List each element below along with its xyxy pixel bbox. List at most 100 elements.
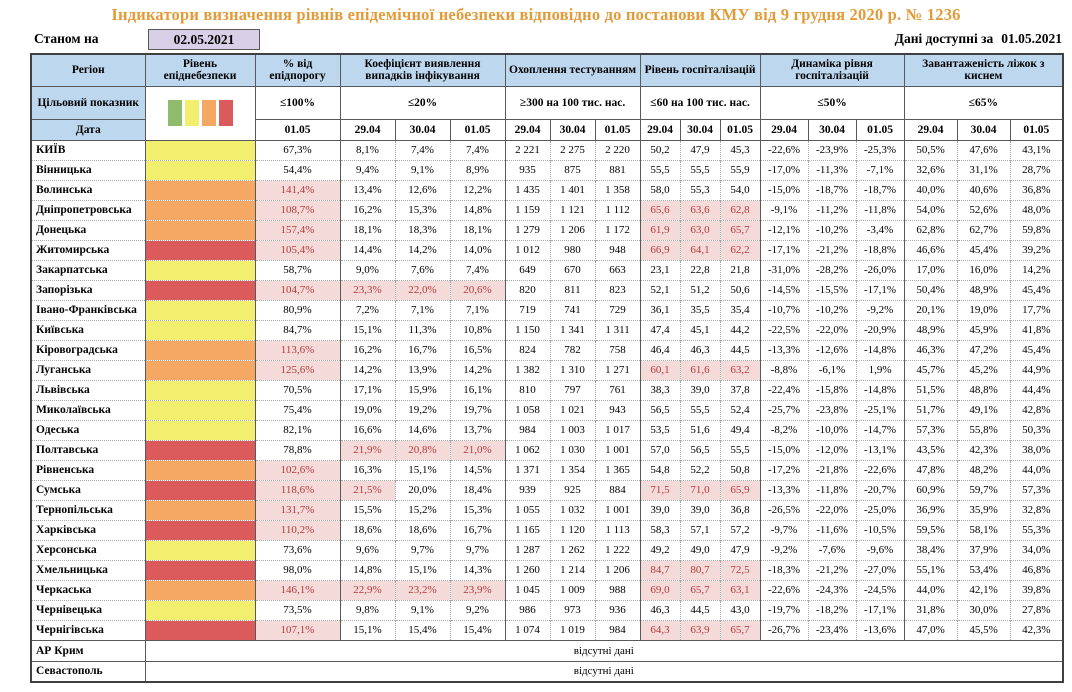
value-cell: -8,2% bbox=[759, 419, 809, 440]
table-row: Вінницька 54,4% 9,4% 9,1% 8,9% 935 875 881 55,5 5… bbox=[31, 159, 1064, 180]
value-cell: 11,3% bbox=[394, 319, 450, 340]
value-cell: -17,1% bbox=[855, 279, 905, 300]
value-cell: 14,6% bbox=[394, 419, 450, 440]
value-cell: 15,1% bbox=[394, 559, 450, 580]
region-name: Чернівецька bbox=[31, 599, 145, 620]
value-cell: 16,2% bbox=[339, 199, 395, 220]
value-cell: 58,0 bbox=[639, 179, 681, 200]
value-cell: -7,6% bbox=[807, 539, 857, 560]
value-cell: 53,5 bbox=[639, 419, 681, 440]
value-cell: 59,8% bbox=[1009, 219, 1064, 240]
value-cell: 56,5 bbox=[639, 399, 681, 420]
value-cell: 44,5 bbox=[679, 599, 721, 620]
epidemic-level-cell bbox=[144, 499, 255, 520]
value-cell: 19,0% bbox=[339, 399, 395, 420]
table-row: Черкаська 146,1% 22,9% 23,2% 23,9% 1 045 1 009… bbox=[31, 579, 1064, 600]
value-cell: 9,7% bbox=[449, 539, 506, 560]
epidemic-level-cell bbox=[144, 199, 255, 220]
date-cell: 01.05 bbox=[1009, 118, 1064, 141]
epidemic-level-cell bbox=[144, 319, 255, 340]
value-cell: 38,0% bbox=[1009, 439, 1064, 460]
value-cell: 52,6% bbox=[956, 199, 1011, 220]
table-row: Івано-Франківська 80,9% 7,2% 7,1% 7,1% 719 741… bbox=[31, 299, 1064, 320]
value-cell: 31,8% bbox=[903, 599, 958, 620]
value-cell: 54,8 bbox=[639, 459, 681, 480]
value-cell: 980 bbox=[549, 239, 596, 260]
as-of-label: Станом на bbox=[34, 31, 99, 46]
region-name: Донецька bbox=[31, 219, 145, 240]
epidemic-level-cell bbox=[144, 519, 255, 540]
value-cell: -14,5% bbox=[759, 279, 809, 300]
region-name: Кіровоградська bbox=[31, 339, 145, 360]
value-cell: 20,8% bbox=[394, 439, 450, 460]
value-cell: 47,9 bbox=[719, 539, 761, 560]
value-cell: 16,5% bbox=[449, 339, 506, 360]
value-cell: -10,5% bbox=[855, 519, 905, 540]
value-cell: 55,8% bbox=[956, 419, 1011, 440]
value-cell: 23,2% bbox=[394, 579, 450, 600]
table-header: Регіон Рівень епіднебезпеки % від епідпо… bbox=[30, 53, 1064, 141]
value-cell: -12,1% bbox=[759, 219, 809, 240]
epidemic-level-cell bbox=[144, 439, 255, 460]
value-cell: 49,2 bbox=[639, 539, 681, 560]
value-cell: -14,7% bbox=[855, 419, 905, 440]
value-cell: 70,5% bbox=[254, 379, 340, 400]
value-cell: -26,0% bbox=[855, 259, 905, 280]
value-cell: 16,2% bbox=[339, 339, 395, 360]
value-cell: 7,1% bbox=[449, 299, 506, 320]
value-cell: 84,7 bbox=[639, 559, 681, 580]
table-row-no-data: Севастополь відсутні дані bbox=[31, 660, 1064, 682]
value-cell: 50,8 bbox=[719, 459, 761, 480]
value-cell: 8,9% bbox=[449, 159, 506, 180]
value-cell: -15,8% bbox=[807, 379, 857, 400]
value-cell: 16,7% bbox=[449, 519, 506, 540]
region-name: Запорізька bbox=[31, 279, 145, 300]
value-cell: 80,9% bbox=[254, 299, 340, 320]
value-cell: -22,4% bbox=[759, 379, 809, 400]
value-cell: 14,2% bbox=[394, 239, 450, 260]
value-cell: 820 bbox=[504, 279, 551, 300]
value-cell: 9,1% bbox=[394, 159, 450, 180]
value-cell: 670 bbox=[549, 259, 596, 280]
value-cell: 1 354 bbox=[549, 459, 596, 480]
value-cell: 57,3% bbox=[903, 419, 958, 440]
value-cell: 46,4 bbox=[639, 339, 681, 360]
value-cell: 38,4% bbox=[903, 539, 958, 560]
region-name: Харківська bbox=[31, 519, 145, 540]
table-row: Сумська 118,6% 21,5% 20,0% 18,4% 939 925 884 71,… bbox=[31, 479, 1064, 500]
value-cell: 44,0% bbox=[903, 579, 958, 600]
value-cell: 44,9% bbox=[1009, 359, 1064, 380]
value-cell: 28,7% bbox=[1009, 159, 1064, 180]
epidemic-level-cell bbox=[144, 219, 255, 240]
value-cell: 57,2 bbox=[719, 519, 761, 540]
value-cell: 64,1 bbox=[679, 239, 721, 260]
value-cell: 48,0% bbox=[1009, 199, 1064, 220]
epidemic-level-cell bbox=[144, 599, 255, 620]
target-hosp: ≤60 на 100 тис. нас. bbox=[639, 85, 761, 120]
value-cell: 973 bbox=[549, 599, 596, 620]
epidemic-level-cell bbox=[144, 379, 255, 400]
value-cell: 102,6% bbox=[254, 459, 340, 480]
value-cell: 32,8% bbox=[1009, 499, 1064, 520]
value-cell: -14,8% bbox=[855, 339, 905, 360]
value-cell: 14,3% bbox=[449, 559, 506, 580]
value-cell: 1 003 bbox=[549, 419, 596, 440]
date-cell: 30.04 bbox=[549, 118, 596, 141]
value-cell: 55,5 bbox=[679, 159, 721, 180]
epidemic-level-cell bbox=[144, 239, 255, 260]
value-cell: 45,4% bbox=[1009, 339, 1064, 360]
value-cell: 13,9% bbox=[394, 359, 450, 380]
region-name: Херсонська bbox=[31, 539, 145, 560]
header-hospitalization-level: Рівень госпіталізацій bbox=[639, 53, 761, 87]
value-cell: 15,3% bbox=[394, 199, 450, 220]
value-cell: 1 341 bbox=[549, 319, 596, 340]
value-cell: 935 bbox=[504, 159, 551, 180]
region-name: Сумська bbox=[31, 479, 145, 500]
value-cell: 108,7% bbox=[254, 199, 340, 220]
value-cell: 16,1% bbox=[449, 379, 506, 400]
header-testing-coverage: Охоплення тестуванням bbox=[504, 53, 641, 87]
value-cell: 1 310 bbox=[549, 359, 596, 380]
value-cell: 45,9% bbox=[956, 319, 1011, 340]
value-cell: 17,7% bbox=[1009, 299, 1064, 320]
value-cell: 13,4% bbox=[339, 179, 395, 200]
